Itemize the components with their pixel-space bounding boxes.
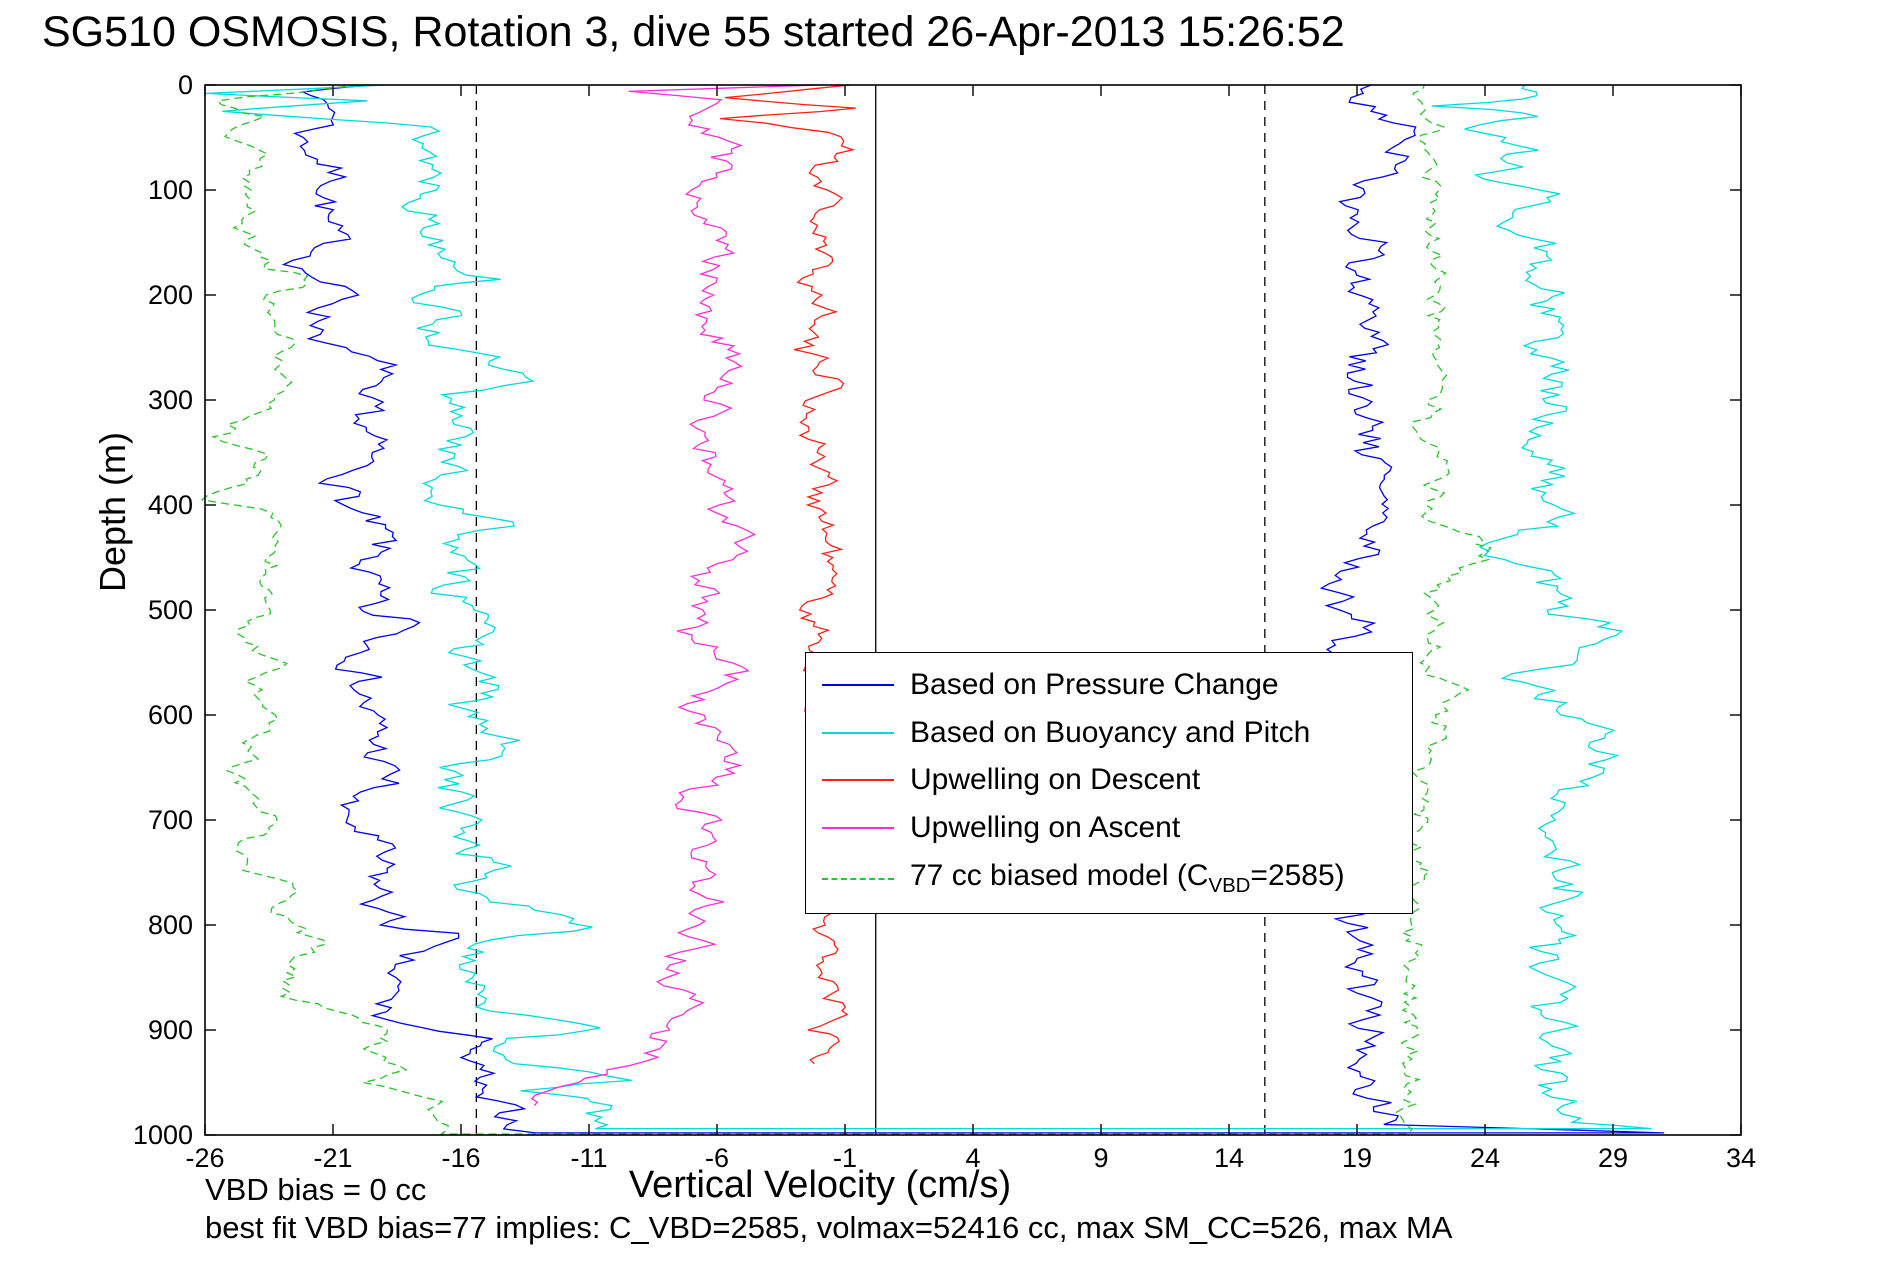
series-upwelling-descent [720,84,856,1065]
legend-line-sample [822,827,894,830]
x-tick-label: -11 [570,1143,607,1173]
x-tick-label: -21 [313,1143,352,1173]
y-tick-label: 600 [148,700,193,730]
y-axis-label: Depth (m) [92,431,133,593]
series-w-pressure-change [281,84,1665,1134]
legend-line-sample [822,779,894,782]
x-tick-label: 9 [1093,1143,1108,1173]
legend-line-sample [822,877,894,880]
legend-item-label: Based on Buoyancy and Pitch [910,715,1311,749]
legend-item: Based on Buoyancy and Pitch [806,716,1412,750]
legend-line-sample [822,731,894,734]
legend-item: Based on Pressure Change [806,668,1412,702]
x-tick-label: 24 [1470,1143,1500,1173]
y-tick-label: 1000 [133,1120,193,1150]
x-axis-label: Vertical Velocity (cm/s) [628,1164,1012,1206]
y-tick-label: 200 [148,280,193,310]
x-tick-label: 34 [1726,1143,1756,1173]
y-tick-label: 500 [148,595,193,625]
y-tick-label: 700 [148,805,193,835]
best-fit-annotation: best fit VBD bias=77 implies: C_VBD=2585… [205,1210,1453,1245]
legend-line-sample [822,683,894,686]
series-upwelling-ascent [530,84,820,1107]
series-w-buoyancy-pitch [205,84,1652,1130]
x-tick-label: -1 [833,1143,857,1173]
x-tick-label: -26 [185,1143,224,1173]
x-tick-label: -16 [441,1143,480,1173]
legend-item: Upwelling on Descent [806,763,1412,797]
legend-item-label: Based on Pressure Change [910,667,1279,701]
legend-item-label: Upwelling on Descent [910,763,1201,797]
y-tick-label: 900 [148,1015,193,1045]
x-tick-label: 29 [1598,1143,1628,1173]
legend-item: 77 cc biased model (CVBD=2585) [806,859,1412,898]
legend-box: Based on Pressure Change Based on Buoyanc… [805,652,1413,914]
x-tick-label: 14 [1214,1143,1244,1173]
y-tick-label: 400 [148,490,193,520]
y-tick-label: 800 [148,910,193,940]
y-tick-label: 0 [178,70,193,100]
y-tick-label: 300 [148,385,193,415]
legend-item-label: Upwelling on Ascent [910,811,1181,845]
series-biased-model [200,84,1493,1135]
legend-item: Upwelling on Ascent [806,811,1412,845]
legend-item-label: 77 cc biased model (CVBD=2585) [910,859,1345,898]
x-tick-label: 4 [965,1143,980,1173]
figure-title: SG510 OSMOSIS, Rotation 3, dive 55 start… [42,8,1345,56]
y-tick-label: 100 [148,175,193,205]
vbd-bias-annotation: VBD bias = 0 cc [205,1172,427,1207]
x-tick-label: 19 [1342,1143,1372,1173]
x-tick-label: -6 [705,1143,729,1173]
